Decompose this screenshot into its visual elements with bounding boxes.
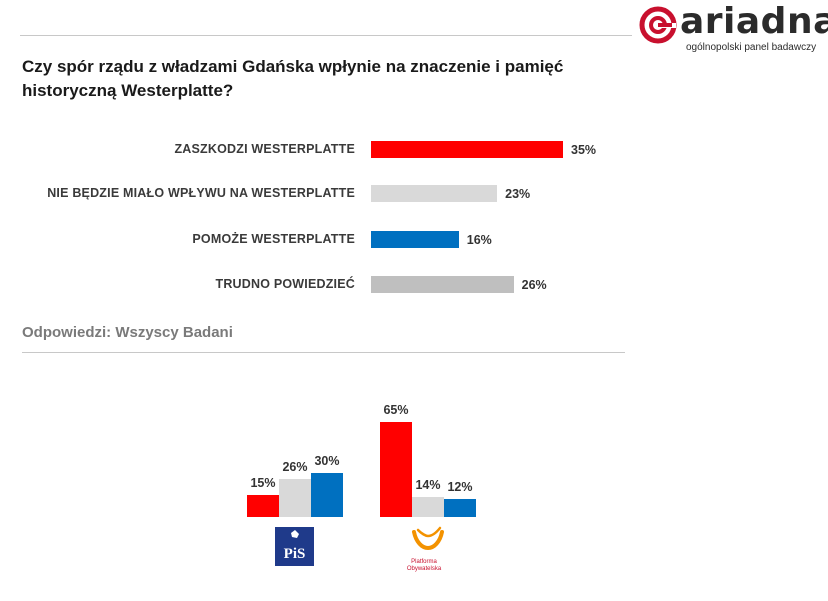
chart-title-line-2: historyczną Westerplatte?: [22, 81, 234, 100]
platforma-obywatelska-logo-icon: Platforma Obywatelska: [400, 522, 456, 578]
header-divider: [20, 35, 632, 36]
chart-title: Czy spór rządu z władzami Gdańska wpłyni…: [22, 55, 622, 103]
section-divider: [22, 352, 625, 353]
bar: [371, 141, 563, 158]
bar: [412, 496, 444, 517]
data-label: 15%: [250, 476, 276, 491]
data-label: 16%: [466, 233, 492, 247]
bar: [380, 422, 412, 517]
chart-title-line-1: Czy spór rządu z władzami Gdańska wpłyni…: [22, 57, 564, 76]
brand-name: ariadna: [680, 1, 828, 42]
data-label: 26%: [521, 278, 547, 292]
data-label: 14%: [415, 477, 441, 492]
ariadna-logo: ariadna ogólnopolski panel badawczy: [638, 1, 828, 57]
data-label: 23%: [505, 187, 531, 201]
data-label: 65%: [383, 403, 409, 417]
data-label: 26%: [282, 460, 308, 474]
bar: [279, 479, 311, 517]
data-label: 30%: [314, 454, 340, 469]
respondents-label: Odpowiedzi: Wszyscy Badani: [22, 324, 233, 341]
pis-logo-icon: PiS: [275, 527, 314, 566]
bar: [444, 499, 476, 517]
brand-tagline: ogólnopolski panel badawczy: [686, 42, 817, 53]
data-label: 35%: [571, 143, 597, 157]
po-logo-line-1: Platforma: [411, 559, 437, 565]
bar: [371, 185, 498, 202]
bar: [247, 495, 279, 517]
category-label: NIE BĘDZIE MIAŁO WPŁYWU NA WESTERPLATTE: [47, 186, 355, 200]
category-label: TRUDNO POWIEDZIEĆ: [215, 277, 355, 291]
ariadna-spiral-icon: [639, 6, 677, 44]
category-label: POMOŻE WESTERPLATTE: [192, 232, 355, 246]
po-logo-line-2: Obywatelska: [407, 566, 442, 572]
svg-text:PiS: PiS: [284, 546, 306, 562]
bar: [311, 473, 343, 517]
category-label: ZASZKODZI WESTERPLATTE: [174, 142, 355, 156]
bar: [371, 276, 514, 293]
bar: [371, 231, 459, 248]
data-label: 12%: [447, 480, 473, 495]
